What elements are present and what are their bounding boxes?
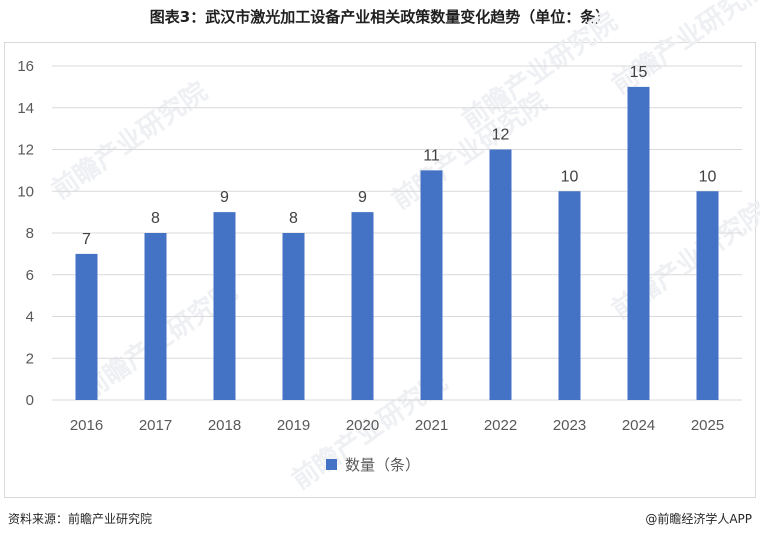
watermark-text: 前瞻产业研究院 bbox=[606, 0, 760, 101]
x-tick-label: 2019 bbox=[277, 417, 310, 434]
bars bbox=[75, 86, 719, 400]
bar-2017 bbox=[144, 233, 167, 400]
source-note: 资料来源：前瞻产业研究院 bbox=[8, 512, 153, 526]
x-tick-label: 2018 bbox=[208, 417, 241, 434]
chart-title: 图表3：武汉市激光加工设备产业相关政策数量变化趋势（单位：条） bbox=[149, 8, 611, 26]
bar-2025 bbox=[696, 191, 719, 400]
bar-2024 bbox=[627, 86, 650, 400]
y-tick-label: 16 bbox=[17, 58, 34, 75]
bar-2020 bbox=[351, 212, 374, 400]
gridlines bbox=[52, 65, 742, 401]
data-label-2019: 8 bbox=[289, 210, 298, 227]
y-tick-label: 4 bbox=[26, 309, 34, 326]
bar-2022 bbox=[489, 149, 512, 400]
bar-2016 bbox=[75, 253, 98, 400]
legend-swatch bbox=[326, 459, 337, 470]
y-axis: 0 2 4 6 8 10 12 14 16 bbox=[17, 58, 34, 409]
x-tick-label: 2025 bbox=[691, 417, 724, 434]
data-label-2025: 10 bbox=[699, 168, 717, 185]
bar-2021 bbox=[420, 170, 443, 400]
legend-label: 数量（条） bbox=[345, 456, 420, 474]
credit-note: @前瞻经济学人APP bbox=[645, 512, 752, 526]
data-label-2016: 7 bbox=[82, 231, 91, 248]
data-labels: 7 8 9 8 9 11 12 10 15 10 bbox=[82, 64, 716, 248]
data-label-2022: 12 bbox=[492, 127, 510, 144]
x-tick-label: 2021 bbox=[415, 417, 448, 434]
data-label-2020: 9 bbox=[358, 189, 367, 206]
bar-2018 bbox=[213, 212, 236, 400]
y-tick-label: 8 bbox=[26, 225, 34, 242]
bar-2019 bbox=[282, 233, 305, 400]
x-tick-label: 2017 bbox=[139, 417, 172, 434]
data-label-2023: 10 bbox=[561, 168, 579, 185]
data-label-2021: 11 bbox=[423, 147, 440, 164]
x-tick-label: 2016 bbox=[70, 417, 103, 434]
data-label-2018: 9 bbox=[220, 189, 229, 206]
y-tick-label: 14 bbox=[17, 100, 34, 117]
y-tick-label: 0 bbox=[26, 392, 34, 409]
bar-2023 bbox=[558, 191, 581, 400]
y-tick-label: 12 bbox=[17, 142, 34, 159]
data-label-2017: 8 bbox=[151, 210, 160, 227]
y-tick-label: 6 bbox=[26, 267, 34, 284]
x-tick-label: 2022 bbox=[484, 417, 517, 434]
x-axis: 2016 2017 2018 2019 2020 2021 2022 2023 2024 2025 bbox=[70, 417, 724, 434]
legend: 数量（条） bbox=[326, 456, 420, 474]
data-label-2024: 15 bbox=[630, 64, 648, 81]
x-tick-label: 2020 bbox=[346, 417, 379, 434]
x-tick-label: 2023 bbox=[553, 417, 586, 434]
y-tick-label: 10 bbox=[17, 183, 34, 200]
y-tick-label: 2 bbox=[26, 350, 34, 367]
watermark-text: 前瞻产业研究院 bbox=[46, 76, 213, 206]
x-tick-label: 2024 bbox=[622, 417, 655, 434]
